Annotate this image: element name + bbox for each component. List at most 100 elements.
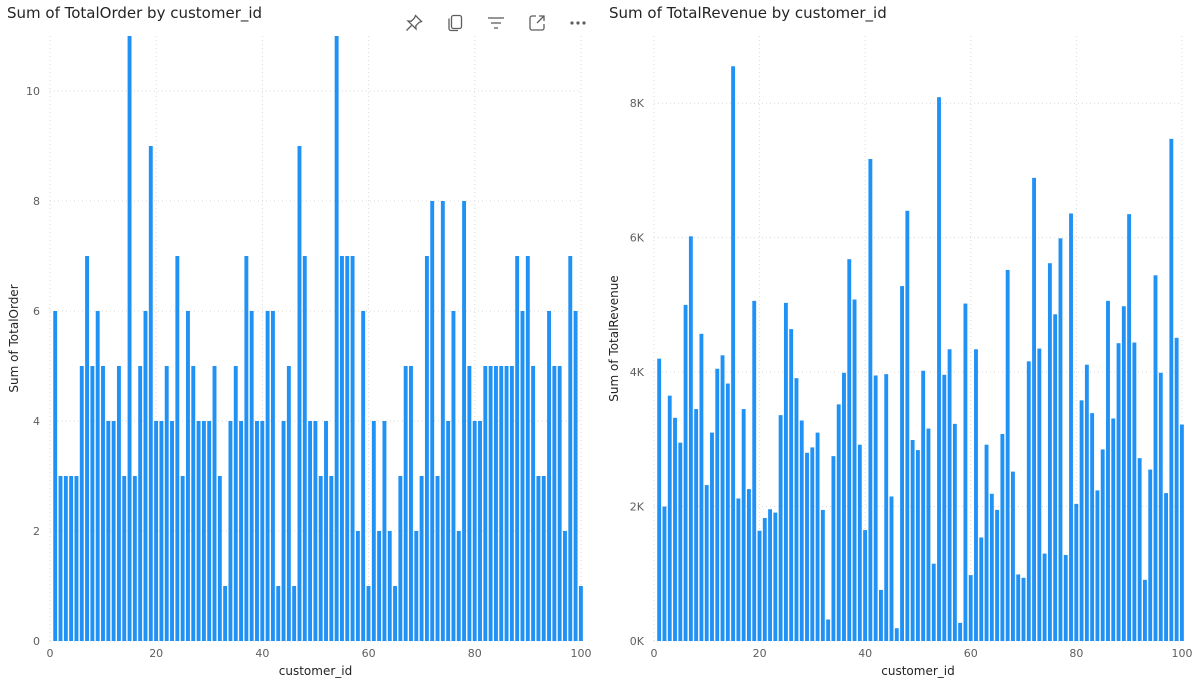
bar bbox=[884, 374, 889, 641]
bar bbox=[731, 66, 736, 641]
bar bbox=[1011, 471, 1015, 641]
bar bbox=[879, 589, 883, 641]
bar bbox=[488, 366, 493, 641]
bar bbox=[1090, 413, 1095, 641]
bar bbox=[175, 256, 180, 641]
bar bbox=[371, 421, 376, 641]
bar bbox=[810, 447, 815, 641]
bar bbox=[989, 493, 994, 641]
x-tick-label: 80 bbox=[468, 647, 482, 660]
bar bbox=[1127, 214, 1132, 641]
bar bbox=[715, 368, 720, 641]
bar bbox=[207, 421, 212, 641]
bar bbox=[831, 456, 836, 641]
bar bbox=[704, 485, 709, 641]
bar bbox=[106, 421, 111, 641]
bar bbox=[255, 421, 259, 641]
x-tick-label: 100 bbox=[571, 647, 592, 660]
bar bbox=[329, 476, 334, 641]
bar bbox=[847, 259, 852, 641]
pin-visual-button[interactable] bbox=[400, 10, 427, 36]
bar bbox=[805, 452, 809, 641]
bar bbox=[868, 159, 873, 641]
x-axis-title: customer_id bbox=[279, 664, 352, 678]
bar bbox=[170, 421, 174, 641]
bar bbox=[127, 36, 132, 641]
bar bbox=[852, 299, 857, 641]
bar bbox=[58, 476, 63, 641]
bar bbox=[122, 476, 127, 641]
bar bbox=[1169, 138, 1174, 641]
bar bbox=[974, 349, 978, 641]
y-tick-label: 8K bbox=[630, 97, 645, 110]
bar bbox=[557, 366, 562, 641]
bar bbox=[1021, 577, 1026, 641]
bar bbox=[1069, 213, 1073, 641]
y-tick-label: 2 bbox=[33, 525, 40, 538]
bar bbox=[1116, 343, 1121, 641]
x-tick-label: 0 bbox=[47, 647, 54, 660]
bar bbox=[446, 421, 451, 641]
x-tick-label: 40 bbox=[255, 647, 269, 660]
bar bbox=[217, 476, 222, 641]
bar bbox=[662, 506, 667, 641]
bar bbox=[889, 496, 894, 641]
y-axis-title: Sum of TotalRevenue bbox=[607, 275, 621, 401]
bar bbox=[361, 311, 366, 641]
bar bbox=[324, 421, 328, 641]
bar bbox=[164, 366, 169, 641]
bar bbox=[85, 256, 90, 641]
bar bbox=[467, 366, 472, 641]
bar bbox=[915, 450, 920, 641]
copy-visual-button[interactable] bbox=[441, 10, 468, 36]
bar bbox=[393, 586, 398, 641]
bar bbox=[409, 366, 413, 641]
bar bbox=[154, 421, 159, 641]
bar bbox=[1153, 275, 1158, 641]
x-tick-label: 20 bbox=[753, 647, 767, 660]
bar bbox=[1095, 490, 1100, 641]
bar bbox=[244, 256, 249, 641]
bar bbox=[1079, 400, 1084, 641]
bar bbox=[673, 417, 677, 641]
bar bbox=[387, 531, 392, 641]
bar bbox=[1148, 469, 1153, 641]
bar bbox=[101, 366, 105, 641]
bar bbox=[74, 476, 79, 641]
bar bbox=[747, 489, 751, 641]
chart-title: Sum of TotalRevenue by customer_id bbox=[609, 4, 887, 22]
bar bbox=[894, 628, 899, 641]
bar bbox=[947, 349, 952, 641]
bar bbox=[1042, 553, 1047, 641]
total-order-chart-panel[interactable]: Sum of TotalOrder by customer_id 0 2 4 6 8 10… bbox=[0, 0, 596, 681]
bar bbox=[186, 311, 190, 641]
bar bbox=[963, 303, 968, 641]
bar bbox=[377, 531, 382, 641]
filter-button[interactable] bbox=[482, 10, 509, 36]
bar bbox=[403, 366, 408, 641]
bar bbox=[1164, 493, 1168, 641]
x-tick-label: 60 bbox=[964, 647, 978, 660]
focus-mode-button[interactable] bbox=[523, 10, 550, 36]
bar bbox=[688, 236, 693, 642]
bar bbox=[143, 311, 148, 641]
bar bbox=[826, 619, 831, 641]
bar bbox=[345, 256, 350, 641]
bar bbox=[509, 366, 514, 641]
bar bbox=[63, 476, 68, 641]
bar bbox=[1084, 364, 1089, 641]
bar bbox=[873, 375, 878, 641]
chart-title: Sum of TotalOrder by customer_id bbox=[7, 4, 263, 22]
bar bbox=[440, 201, 445, 641]
bar bbox=[725, 383, 730, 641]
total-revenue-chart-panel[interactable]: Sum of TotalRevenue by customer_id 0K 2K 4… bbox=[600, 0, 1198, 681]
bar bbox=[525, 256, 530, 641]
bar bbox=[1179, 424, 1184, 641]
bar bbox=[1026, 361, 1031, 641]
bar bbox=[180, 476, 185, 641]
more-options-button[interactable] bbox=[564, 10, 591, 36]
bar bbox=[547, 311, 551, 641]
bar bbox=[286, 366, 291, 641]
bar bbox=[752, 300, 757, 641]
bar bbox=[657, 358, 662, 641]
